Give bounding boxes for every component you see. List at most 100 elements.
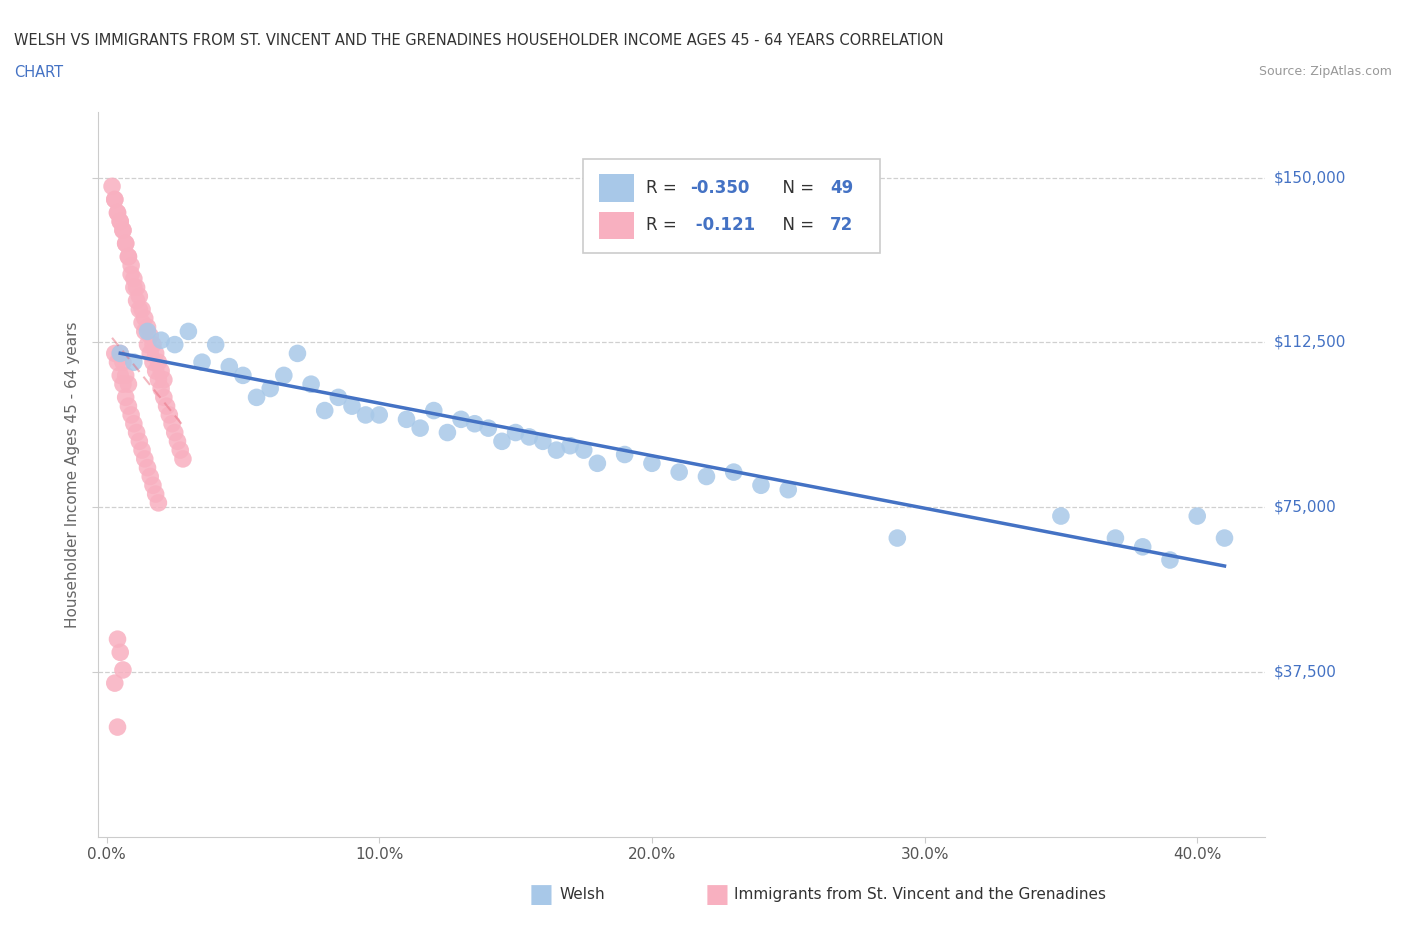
Point bbox=[111, 354, 134, 369]
Point bbox=[136, 320, 159, 335]
Point bbox=[778, 483, 800, 498]
Text: N =: N = bbox=[772, 179, 820, 197]
Point bbox=[641, 456, 664, 471]
Point bbox=[450, 412, 472, 427]
Point bbox=[136, 338, 159, 352]
Point bbox=[436, 425, 458, 440]
Point bbox=[120, 258, 142, 272]
Point bbox=[142, 354, 165, 369]
Text: $112,500: $112,500 bbox=[1274, 335, 1346, 350]
Point bbox=[668, 465, 690, 480]
Point bbox=[1213, 531, 1236, 546]
Point bbox=[150, 381, 173, 396]
Point bbox=[695, 469, 717, 484]
Text: -0.121: -0.121 bbox=[690, 217, 755, 234]
Point bbox=[423, 403, 446, 418]
Point bbox=[134, 451, 156, 466]
Point bbox=[531, 434, 554, 449]
Point bbox=[122, 417, 145, 432]
Point bbox=[142, 478, 165, 493]
Point bbox=[122, 354, 145, 369]
Point bbox=[136, 460, 159, 475]
Text: $37,500: $37,500 bbox=[1274, 665, 1337, 680]
Point bbox=[134, 311, 156, 325]
Point bbox=[163, 338, 186, 352]
Point bbox=[131, 315, 153, 330]
Point bbox=[299, 377, 322, 392]
Point bbox=[128, 434, 150, 449]
Point bbox=[114, 368, 136, 383]
Point bbox=[259, 381, 281, 396]
Point bbox=[340, 399, 363, 414]
Point bbox=[111, 662, 134, 677]
FancyBboxPatch shape bbox=[582, 159, 880, 253]
Point bbox=[1132, 539, 1154, 554]
Text: $150,000: $150,000 bbox=[1274, 170, 1346, 185]
Point bbox=[314, 403, 336, 418]
Point bbox=[110, 346, 132, 361]
Text: 72: 72 bbox=[830, 217, 853, 234]
Point bbox=[245, 390, 267, 405]
Text: Source: ZipAtlas.com: Source: ZipAtlas.com bbox=[1258, 65, 1392, 78]
Point bbox=[232, 368, 254, 383]
Point bbox=[464, 417, 486, 432]
Point bbox=[572, 443, 595, 458]
Point bbox=[114, 236, 136, 251]
Point bbox=[354, 407, 377, 422]
Point bbox=[505, 425, 527, 440]
Point bbox=[110, 346, 132, 361]
Point bbox=[111, 223, 134, 238]
Point bbox=[110, 644, 132, 659]
Text: N =: N = bbox=[772, 217, 820, 234]
Point bbox=[517, 430, 540, 445]
Point bbox=[169, 443, 191, 458]
Point bbox=[104, 193, 127, 207]
Point bbox=[723, 465, 745, 480]
Point bbox=[153, 390, 176, 405]
Point bbox=[125, 293, 148, 308]
Point bbox=[166, 434, 188, 449]
Point bbox=[104, 346, 127, 361]
Point bbox=[150, 333, 173, 348]
Point bbox=[131, 302, 153, 317]
Point bbox=[177, 324, 200, 339]
Text: -0.350: -0.350 bbox=[690, 179, 749, 197]
Point bbox=[204, 338, 226, 352]
Point bbox=[491, 434, 513, 449]
Point bbox=[477, 420, 499, 435]
Point bbox=[160, 417, 183, 432]
Point bbox=[111, 377, 134, 392]
Point bbox=[1050, 509, 1073, 524]
Text: Immigrants from St. Vincent and the Grenadines: Immigrants from St. Vincent and the Gren… bbox=[734, 887, 1107, 902]
Text: WELSH VS IMMIGRANTS FROM ST. VINCENT AND THE GRENADINES HOUSEHOLDER INCOME AGES : WELSH VS IMMIGRANTS FROM ST. VINCENT AND… bbox=[14, 33, 943, 47]
Text: $75,000: $75,000 bbox=[1274, 499, 1337, 515]
Bar bbox=[599, 174, 634, 202]
Point bbox=[148, 354, 170, 369]
Point bbox=[139, 469, 162, 484]
Point bbox=[107, 720, 129, 735]
Point bbox=[134, 324, 156, 339]
Text: CHART: CHART bbox=[14, 65, 63, 80]
Point bbox=[145, 346, 167, 361]
Point bbox=[107, 206, 129, 220]
Point bbox=[107, 206, 129, 220]
Point bbox=[1104, 531, 1126, 546]
Text: 49: 49 bbox=[830, 179, 853, 197]
Point bbox=[111, 223, 134, 238]
Point bbox=[122, 272, 145, 286]
Point bbox=[1187, 509, 1209, 524]
Point bbox=[886, 531, 908, 546]
Point bbox=[117, 249, 139, 264]
Point bbox=[150, 364, 173, 379]
Point bbox=[157, 407, 180, 422]
Point bbox=[125, 280, 148, 295]
Point bbox=[148, 496, 170, 511]
Point bbox=[163, 425, 186, 440]
Point bbox=[586, 456, 609, 471]
Point bbox=[110, 368, 132, 383]
Point bbox=[114, 390, 136, 405]
Point bbox=[122, 280, 145, 295]
Point bbox=[120, 267, 142, 282]
Text: Welsh: Welsh bbox=[560, 887, 605, 902]
Point bbox=[368, 407, 391, 422]
